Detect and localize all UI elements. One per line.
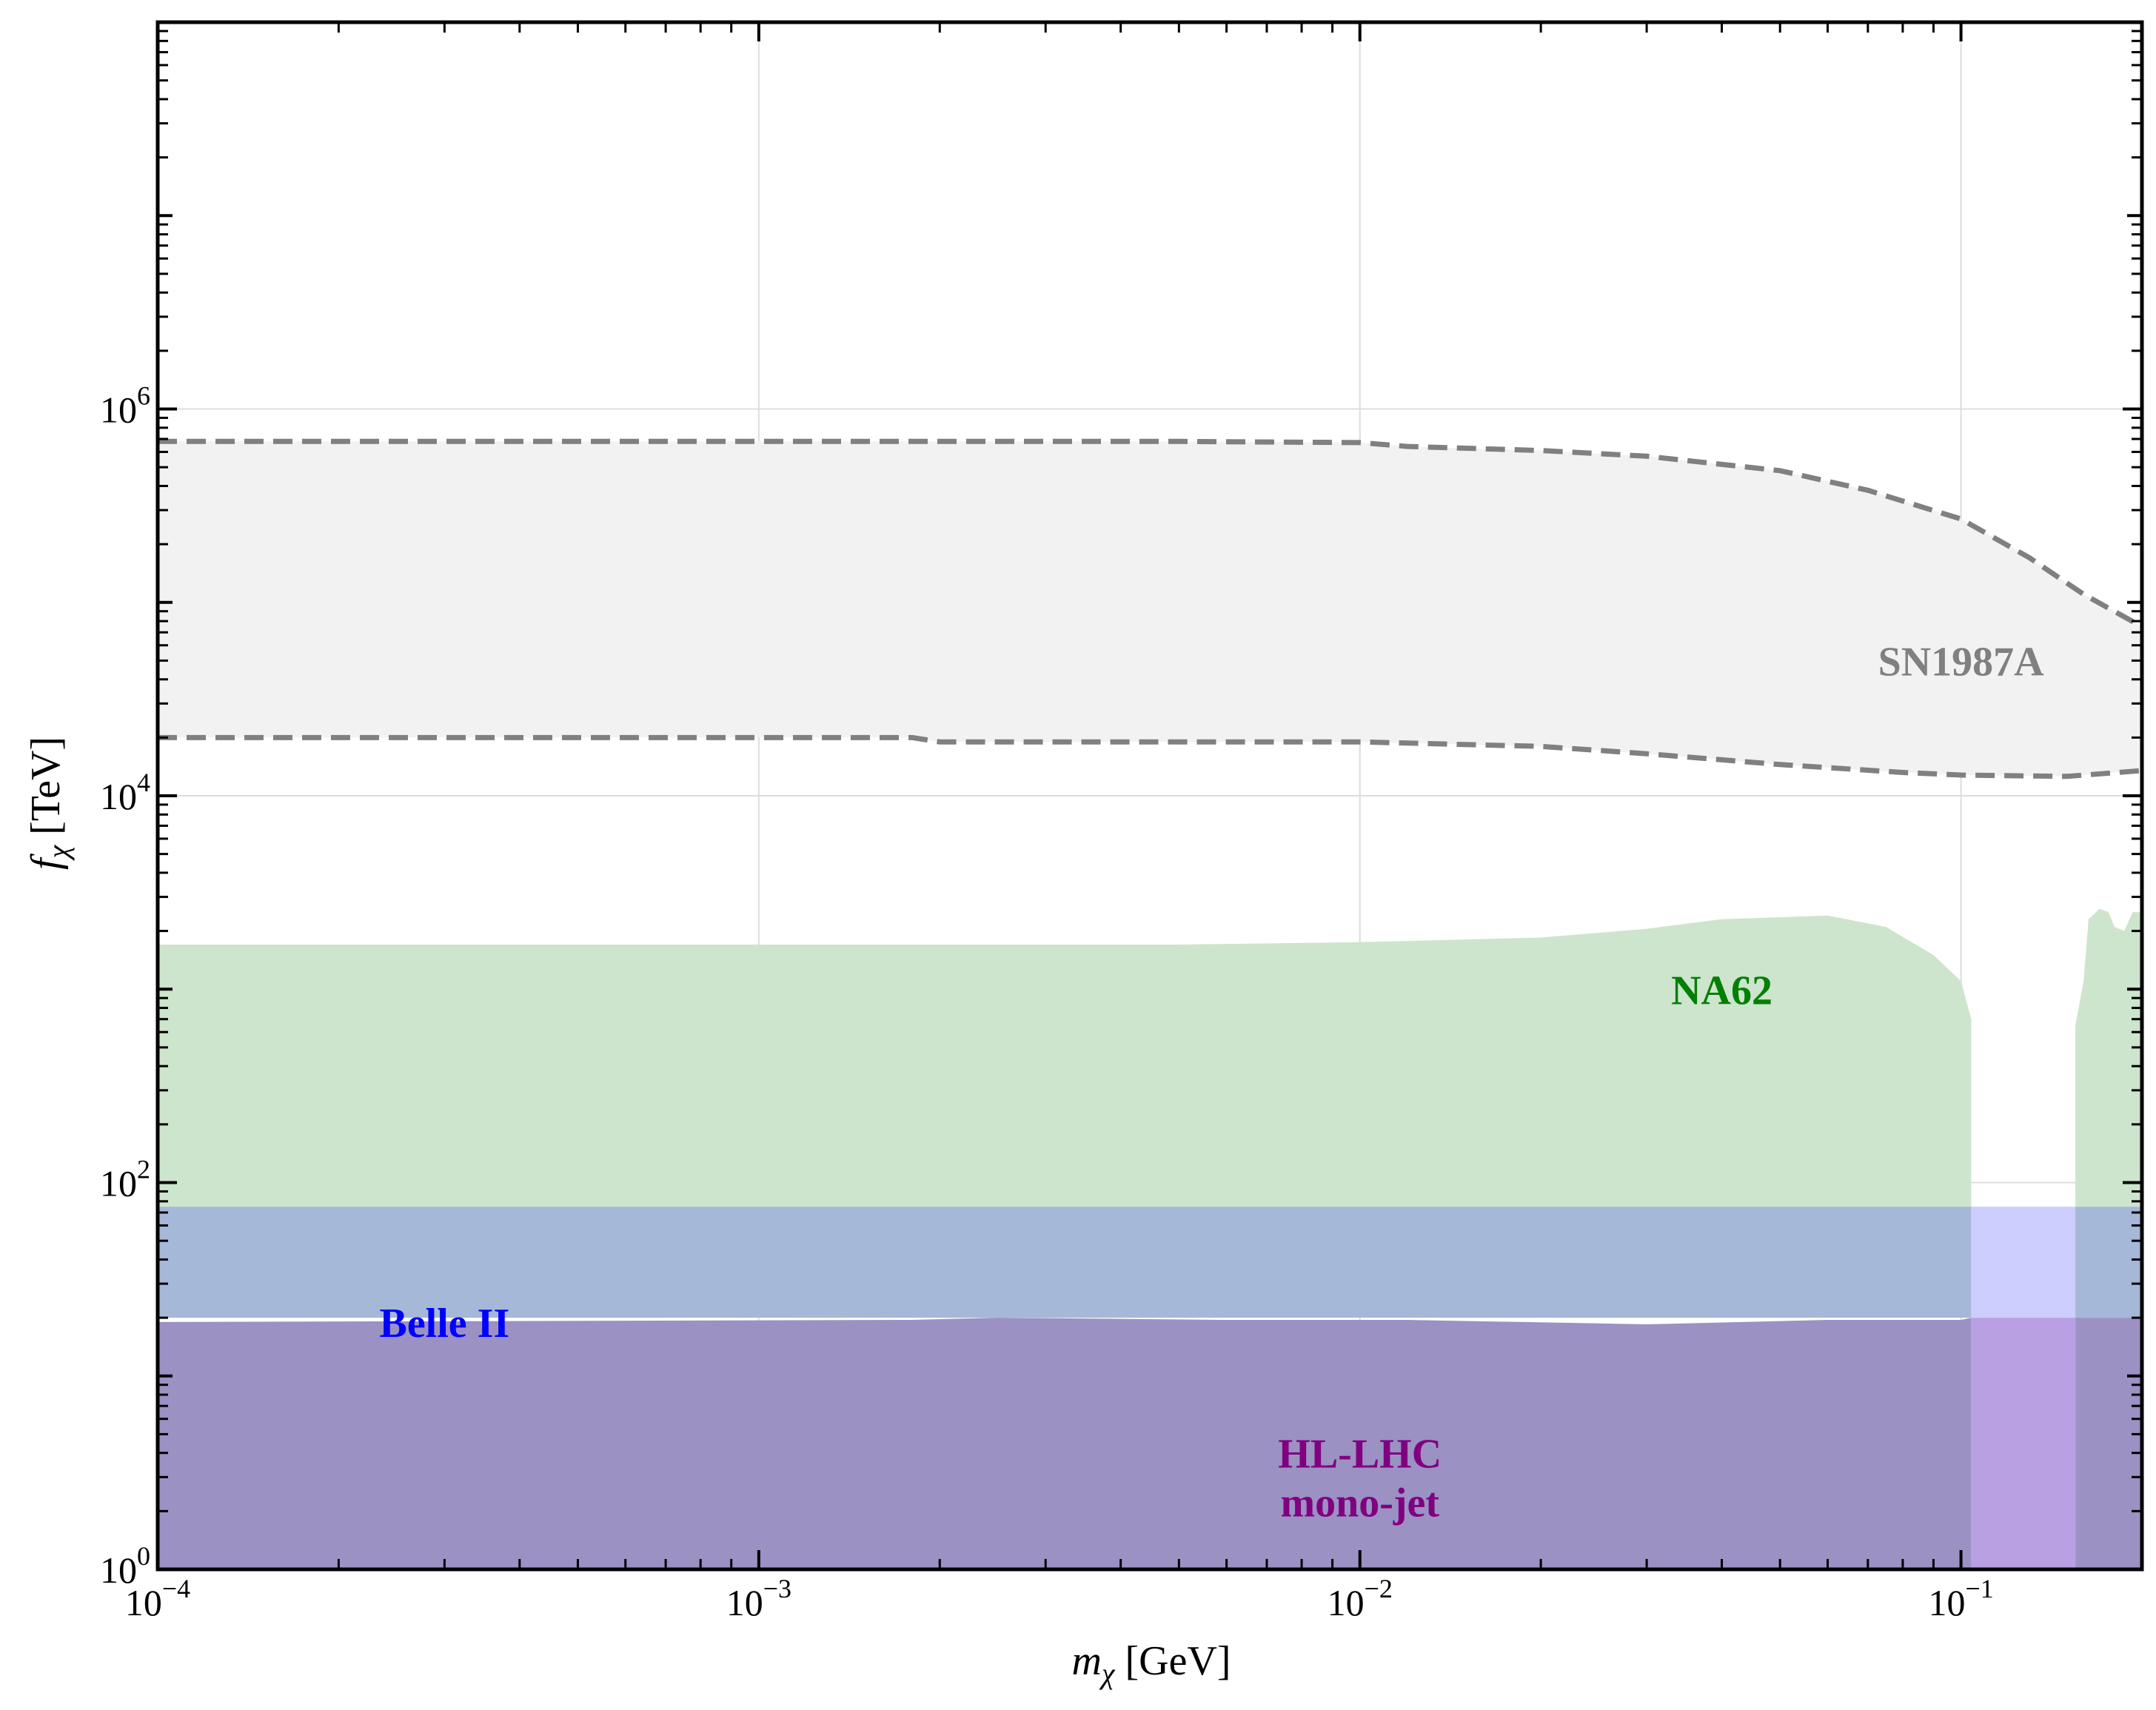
x-tick-label: 10−1 (1928, 1574, 1993, 1623)
label-hl-lhc-mono-jet-line-2: mono-jet (1280, 1480, 1439, 1526)
x-tick-label: 10−4 (125, 1574, 190, 1623)
y-tick-label: 106 (100, 381, 150, 431)
label-sn1987a: SN1987A (1878, 639, 2045, 685)
region-belle-ii-right (2075, 1207, 2142, 1318)
plot-frame (155, 20, 2144, 1572)
label-hl-lhc-mono-jet-line-1: HL-LHC (1278, 1431, 1442, 1477)
region-na62 (158, 908, 2142, 1207)
regions (158, 441, 2142, 1569)
region-belle-ii-gap (1971, 1207, 2076, 1318)
region-belle-ii (158, 1207, 1972, 1318)
region-hl-lhc-right (2075, 1318, 2142, 1569)
boundary-lines (158, 438, 2143, 779)
region-hl-lhc-mono-jet (158, 1318, 1972, 1569)
y-axis-label: fχ [TeV] (23, 737, 75, 870)
x-tick-label: 10−3 (726, 1574, 791, 1623)
region-hl-lhc-gap (1971, 1318, 2076, 1569)
sn1987a-lower-boundary (158, 734, 2143, 779)
x-tick-labels: 10−4 10−3 10−2 10−1 (125, 1574, 1994, 1623)
x-axis-label: mχ [GeV] (1071, 1638, 1231, 1690)
region-sn1987a (158, 441, 2142, 777)
y-tick-label: 100 (100, 1541, 150, 1591)
y-tick-label: 102 (100, 1155, 150, 1204)
label-na62: NA62 (1671, 968, 1772, 1013)
y-tick-label: 104 (100, 768, 150, 817)
y-tick-labels: 100 102 104 106 (100, 381, 150, 1592)
sn1987a-upper-boundary (158, 438, 2143, 629)
x-tick-label: 10−2 (1328, 1574, 1393, 1623)
label-belle-ii: Belle II (379, 1301, 509, 1347)
